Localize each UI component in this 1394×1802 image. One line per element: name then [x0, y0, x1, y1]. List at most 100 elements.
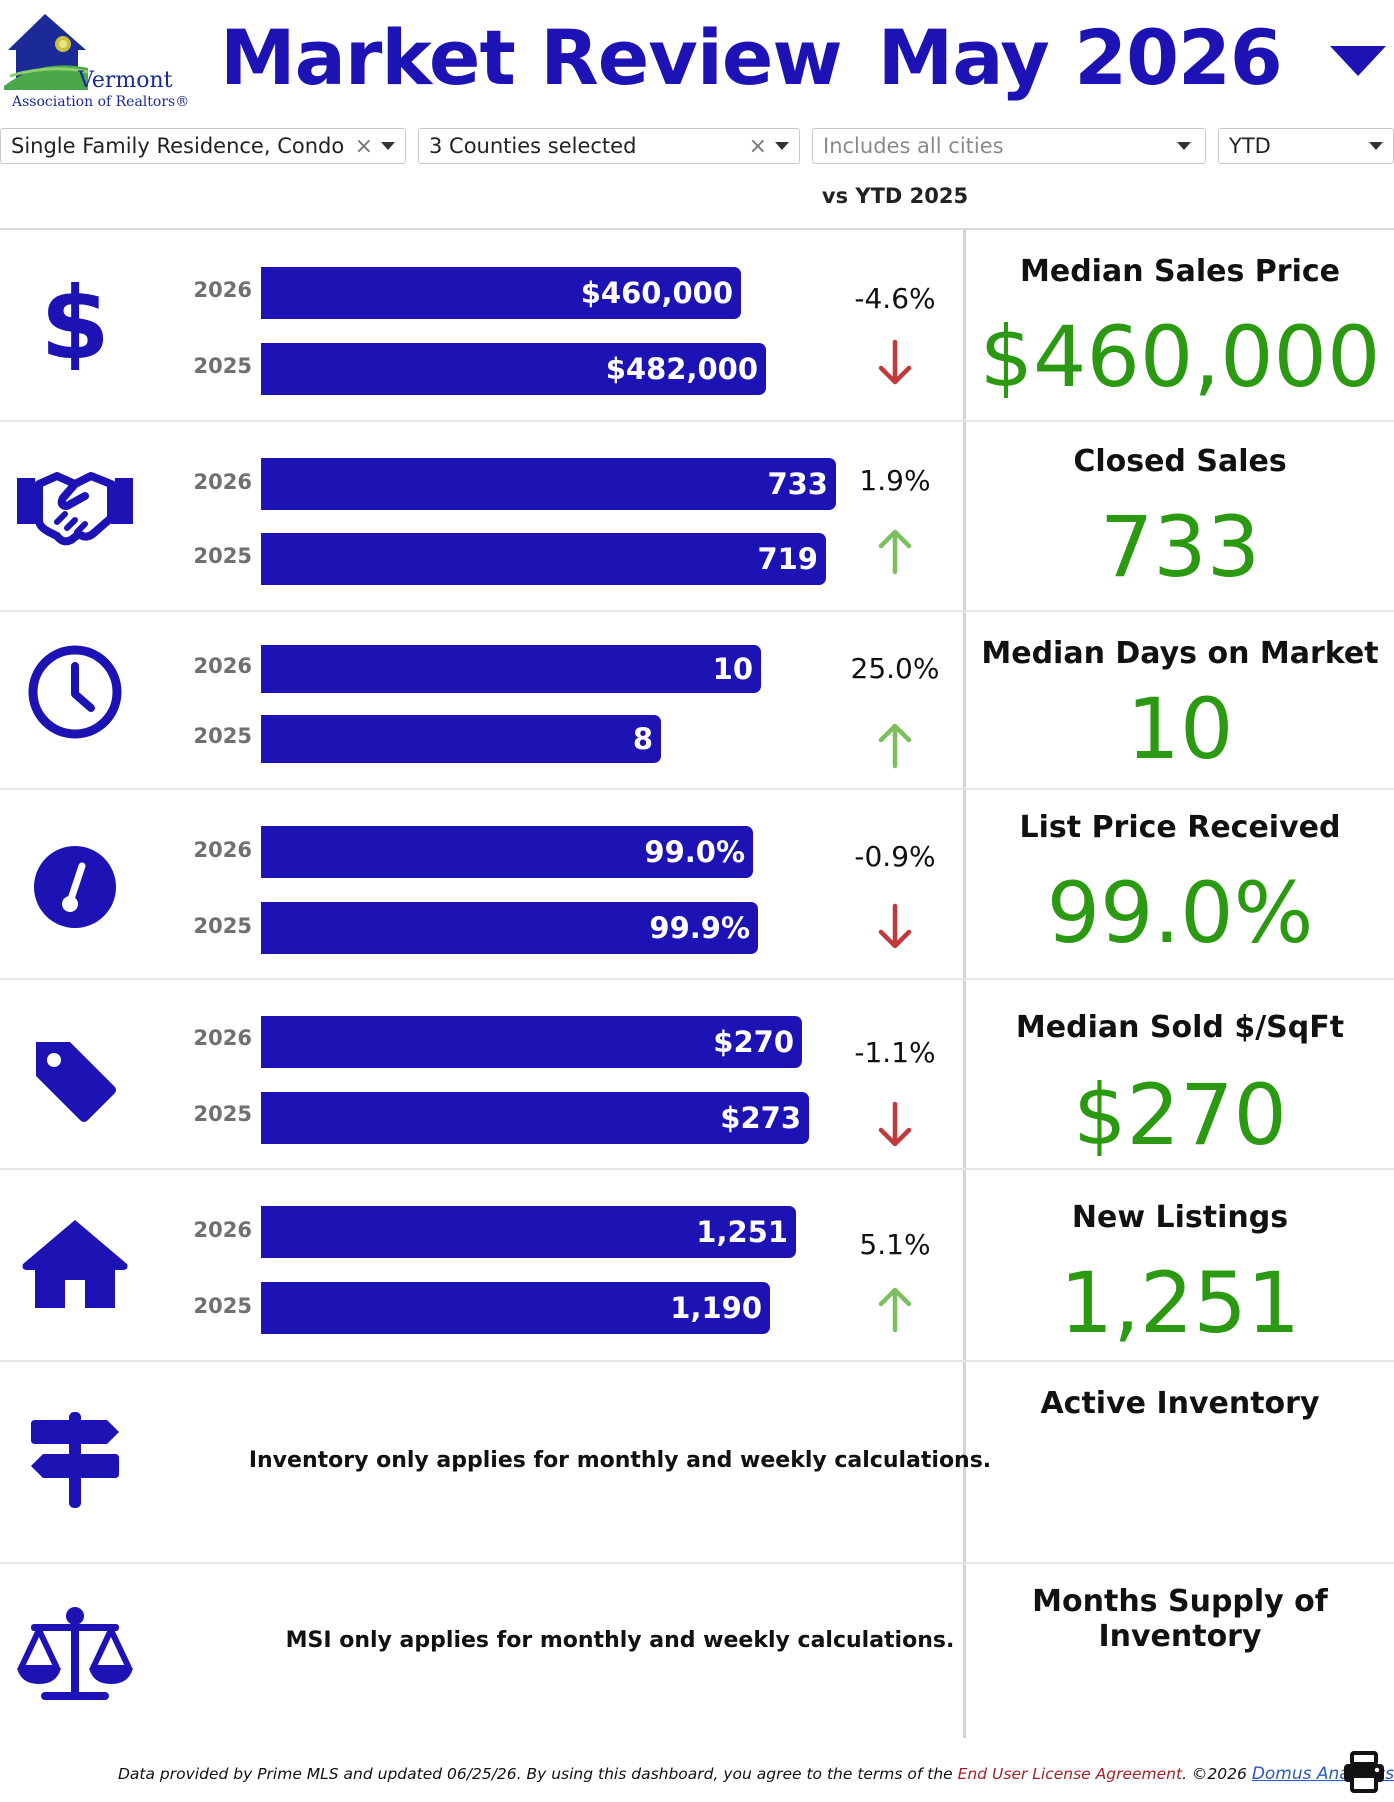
year-label-previous: 2025	[193, 1102, 252, 1126]
footer-text-part1: Data provided by Prime MLS and updated 0…	[118, 1765, 958, 1783]
svg-text:$: $	[40, 270, 110, 370]
year-label-previous: 2025	[193, 354, 252, 378]
change-percent: 25.0%	[850, 652, 940, 685]
footer: Data provided by Prime MLS and updated 0…	[0, 1762, 1394, 1792]
down-arrow-icon	[878, 339, 912, 385]
gauge-icon	[10, 842, 140, 932]
metric-label: Median Days on Market	[981, 636, 1379, 671]
bar-current: 99.0%	[261, 826, 753, 878]
bar-value-previous: 99.9%	[649, 911, 750, 945]
print-icon[interactable]	[1342, 1750, 1386, 1794]
metric-label: List Price Received	[1019, 810, 1341, 845]
row-divider	[0, 1562, 1394, 1564]
row-divider	[0, 978, 1394, 980]
metric-value: 733	[1099, 498, 1261, 596]
year-label-current: 2026	[193, 1218, 252, 1242]
handshake-icon	[10, 466, 140, 546]
timeframe-chevron-down-icon[interactable]	[1369, 142, 1383, 150]
bar-value-current: 733	[767, 467, 828, 501]
property-type-select[interactable]: Single Family Residence, Condo ×	[0, 128, 406, 164]
year-label-current: 2026	[193, 470, 252, 494]
vermont-realtors-logo: Vermont Association of Realtors®	[0, 6, 189, 110]
dollar-icon: $	[10, 270, 140, 370]
comparison-label: vs YTD 2025	[821, 184, 969, 208]
counties-select[interactable]: 3 Counties selected ×	[418, 128, 800, 164]
year-label-previous: 2025	[193, 544, 252, 568]
inventory-note: Inventory only applies for monthly and w…	[248, 1448, 992, 1473]
row-divider	[0, 788, 1394, 790]
cities-chevron-down-icon[interactable]	[1177, 142, 1191, 150]
vertical-divider	[963, 230, 966, 1738]
cities-select[interactable]: Includes all cities	[812, 128, 1206, 164]
year-label-current: 2026	[193, 654, 252, 678]
up-arrow-icon	[878, 1287, 912, 1333]
metric-label: New Listings	[1071, 1200, 1289, 1235]
bar-value-current: 1,251	[696, 1215, 788, 1249]
year-label-current: 2026	[193, 838, 252, 862]
bar-previous: 8	[261, 715, 661, 763]
bar-current: 10	[261, 645, 761, 693]
change-percent: -4.6%	[854, 282, 936, 315]
bar-previous: 1,190	[261, 1282, 770, 1334]
metric-label: Median Sales Price	[1020, 254, 1340, 289]
bar-value-current: $460,000	[580, 276, 733, 310]
property-type-chevron-down-icon[interactable]	[381, 142, 395, 150]
metric-label: Median Sold $/SqFt	[1015, 1010, 1345, 1045]
change-percent: 1.9%	[859, 464, 931, 497]
bar-value-previous: $482,000	[605, 352, 758, 386]
property-type-value: Single Family Residence, Condo	[11, 134, 345, 158]
up-arrow-icon	[878, 723, 912, 769]
logo-text-association: Association of Realtors®	[12, 94, 190, 110]
scale-icon	[10, 1604, 140, 1704]
change-percent: 5.1%	[859, 1228, 931, 1261]
metric-value: $460,000	[979, 308, 1381, 406]
metric-label: Months Supply of Inventory	[1032, 1584, 1328, 1654]
bar-current: 733	[261, 458, 836, 510]
metric-row-new-listings: 2026 1,251 2025 1,190 5.1% New Listings …	[0, 1170, 1394, 1360]
price-tag-icon	[10, 1036, 140, 1122]
down-arrow-icon	[878, 903, 912, 949]
counties-clear-icon[interactable]: ×	[748, 133, 767, 159]
clock-icon	[10, 642, 140, 742]
row-divider	[0, 1360, 1394, 1362]
filter-bar: Single Family Residence, Condo × 3 Count…	[0, 128, 1394, 166]
timeframe-value: YTD	[1229, 134, 1271, 158]
title-line: Market Review May 2026	[220, 2, 1386, 112]
counties-value: 3 Counties selected	[429, 134, 637, 158]
eula-link[interactable]: End User License Agreement	[957, 1765, 1183, 1783]
change-percent: -1.1%	[854, 1036, 936, 1069]
metric-label: Active Inventory	[1040, 1386, 1320, 1421]
metric-value: 99.0%	[1046, 864, 1314, 962]
counties-chevron-down-icon[interactable]	[775, 142, 789, 150]
bar-previous: 719	[261, 533, 826, 585]
divider	[0, 228, 1394, 230]
metric-row-active-inventory: Inventory only applies for monthly and w…	[0, 1362, 1394, 1562]
metric-value: $270	[1073, 1066, 1287, 1164]
msi-note: MSI only applies for monthly and weekly …	[285, 1628, 955, 1653]
footer-text: Data provided by Prime MLS and updated 0…	[118, 1764, 1394, 1784]
down-arrow-icon	[878, 1101, 912, 1147]
metric-row-median-sales-price: $ 2026 $460,000 2025 $482,000 -4.6% Medi…	[0, 230, 1394, 420]
bar-value-current: $270	[713, 1025, 794, 1059]
row-divider	[0, 420, 1394, 422]
footer-text-part2: . ©2026	[1182, 1765, 1252, 1783]
bar-value-previous: 8	[632, 722, 653, 756]
bar-value-current: 10	[712, 652, 753, 686]
bar-value-previous: 1,190	[670, 1291, 762, 1325]
metric-row-closed-sales: 2026 733 2025 719 1.9% Closed Sales 733	[0, 422, 1394, 610]
property-type-clear-icon[interactable]: ×	[354, 133, 373, 159]
metric-value: 1,251	[1059, 1254, 1301, 1352]
period-selector-label[interactable]: May 2026	[877, 12, 1283, 102]
bar-previous: $273	[261, 1092, 809, 1144]
year-label-previous: 2025	[193, 1294, 252, 1318]
metric-row-median-days-on-market: 2026 10 2025 8 25.0% Median Days on Mark…	[0, 612, 1394, 788]
year-label-current: 2026	[193, 278, 252, 302]
timeframe-select[interactable]: YTD	[1218, 128, 1394, 164]
cities-placeholder: Includes all cities	[823, 134, 1004, 158]
house-icon	[10, 1214, 140, 1314]
logo-text-vermont: Vermont	[78, 68, 173, 93]
page-title: Market Review	[220, 12, 843, 102]
bar-current: $460,000	[261, 267, 741, 319]
year-label-current: 2026	[193, 1026, 252, 1050]
period-dropdown-caret-icon[interactable]	[1329, 46, 1386, 76]
